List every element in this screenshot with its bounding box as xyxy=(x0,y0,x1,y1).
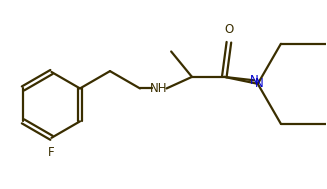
Text: O: O xyxy=(224,23,233,36)
Text: N: N xyxy=(250,74,259,87)
Text: F: F xyxy=(48,146,55,159)
Text: NH: NH xyxy=(150,82,168,94)
Text: N: N xyxy=(255,77,264,90)
